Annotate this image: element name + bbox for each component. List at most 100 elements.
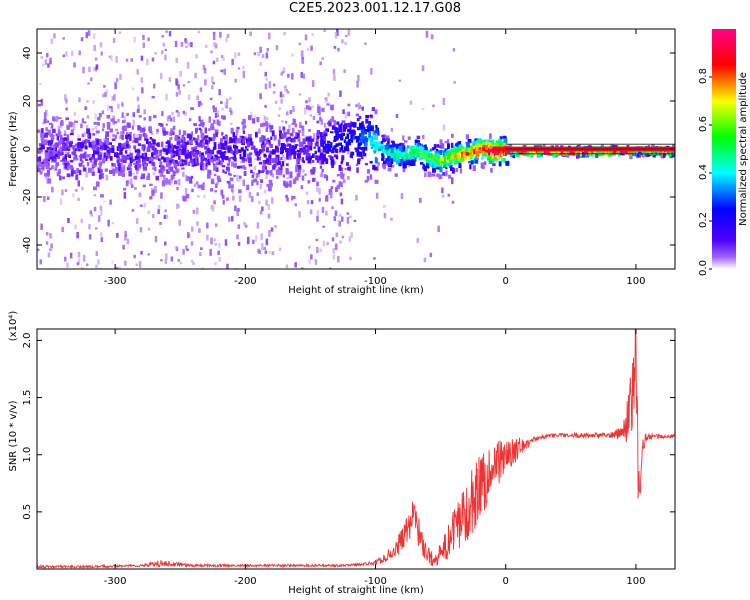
noise-mark	[223, 68, 226, 75]
ridge-mark	[172, 125, 176, 131]
ridge-mark	[278, 143, 281, 147]
noise-mark	[309, 114, 313, 117]
ridge-mark	[187, 152, 192, 159]
ridge-mark	[402, 145, 405, 152]
noise-mark	[61, 226, 64, 233]
noise-mark	[292, 106, 295, 113]
ridge-mark	[444, 140, 448, 144]
noise-mark	[229, 107, 232, 112]
noise-mark	[236, 209, 239, 216]
noise-mark	[130, 178, 133, 185]
ridge-mark	[673, 149, 675, 154]
ridge-mark	[104, 144, 107, 150]
ridge-mark	[391, 164, 395, 168]
noise-mark	[174, 40, 178, 47]
ridge-mark	[51, 150, 55, 156]
noise-mark	[237, 241, 241, 246]
noise-mark	[182, 248, 185, 255]
ridge-mark	[372, 141, 377, 144]
ridge-mark	[48, 153, 53, 157]
ridge-mark	[207, 153, 211, 158]
noise-mark	[240, 161, 243, 164]
noise-mark	[133, 36, 136, 43]
ridge-mark	[232, 150, 236, 156]
ridge-mark	[350, 133, 353, 140]
ridge-mark	[197, 104, 201, 107]
ridge-mark	[208, 128, 211, 131]
noise-mark	[100, 209, 103, 216]
ridge-mark	[488, 150, 491, 156]
ridge-mark	[107, 126, 111, 130]
noise-mark	[78, 97, 81, 103]
ridge-mark	[239, 135, 243, 139]
noise-mark	[356, 80, 359, 88]
ridge-mark	[158, 169, 163, 174]
noise-mark	[242, 126, 245, 132]
ridge-mark	[488, 142, 493, 147]
ridge-mark	[38, 168, 42, 172]
x-tick-label: 0	[503, 276, 509, 287]
noise-mark	[44, 59, 48, 65]
y-tick-label: 2.0	[22, 332, 33, 348]
ridge-mark	[332, 147, 335, 150]
noise-mark	[225, 37, 228, 43]
noise-mark	[165, 214, 169, 219]
ridge-mark	[144, 152, 148, 159]
ridge-mark	[216, 119, 220, 126]
ridge-mark	[318, 197, 321, 202]
ridge-mark	[260, 123, 264, 127]
ridge-mark	[69, 142, 73, 148]
ridge-mark	[235, 138, 239, 143]
ridge-mark	[233, 162, 237, 168]
ridge-mark	[152, 167, 157, 170]
ridge-mark	[138, 115, 142, 118]
ridge-mark	[50, 136, 54, 139]
ridge-mark	[457, 155, 460, 161]
ridge-mark	[402, 162, 407, 169]
ridge-mark	[437, 154, 440, 159]
ridge-mark	[376, 142, 380, 146]
ridge-mark	[176, 141, 181, 146]
ridge-mark	[330, 159, 335, 166]
noise-mark	[190, 259, 194, 263]
ridge-mark	[174, 146, 178, 149]
ridge-mark	[220, 143, 224, 148]
ridge-mark	[271, 130, 275, 137]
ridge-mark	[439, 150, 442, 153]
noise-mark	[287, 73, 290, 78]
ridge-mark	[488, 149, 493, 152]
ridge-mark	[354, 136, 358, 140]
noise-mark	[41, 63, 45, 67]
ridge-mark	[209, 159, 213, 162]
ridge-mark	[198, 143, 202, 148]
noise-mark	[91, 127, 95, 132]
ridge-mark	[180, 144, 185, 148]
noise-mark	[242, 70, 246, 78]
noise-mark	[45, 109, 48, 116]
ridge-mark	[325, 128, 330, 132]
ridge-mark	[184, 153, 188, 159]
ridge-mark	[128, 133, 131, 138]
noise-mark	[171, 111, 174, 116]
noise-mark	[316, 246, 319, 254]
noise-mark	[160, 259, 163, 262]
ridge-mark	[552, 150, 556, 154]
ridge-mark	[284, 182, 289, 188]
noise-mark	[76, 262, 80, 266]
noise-mark	[266, 48, 269, 52]
noise-mark	[109, 199, 112, 205]
noise-mark	[280, 98, 283, 104]
ridge-mark	[142, 159, 147, 165]
ridge-mark	[174, 136, 178, 141]
ridge-mark	[299, 147, 302, 152]
ridge-mark	[231, 138, 236, 143]
y-tick-label: -40	[22, 237, 33, 253]
noise-mark	[295, 161, 299, 167]
noise-mark	[99, 267, 102, 269]
ridge-mark	[47, 178, 51, 184]
ridge-mark	[484, 139, 488, 142]
ridge-mark	[221, 146, 225, 150]
noise-mark	[100, 237, 104, 242]
noise-mark	[425, 30, 429, 38]
noise-mark	[281, 94, 285, 98]
